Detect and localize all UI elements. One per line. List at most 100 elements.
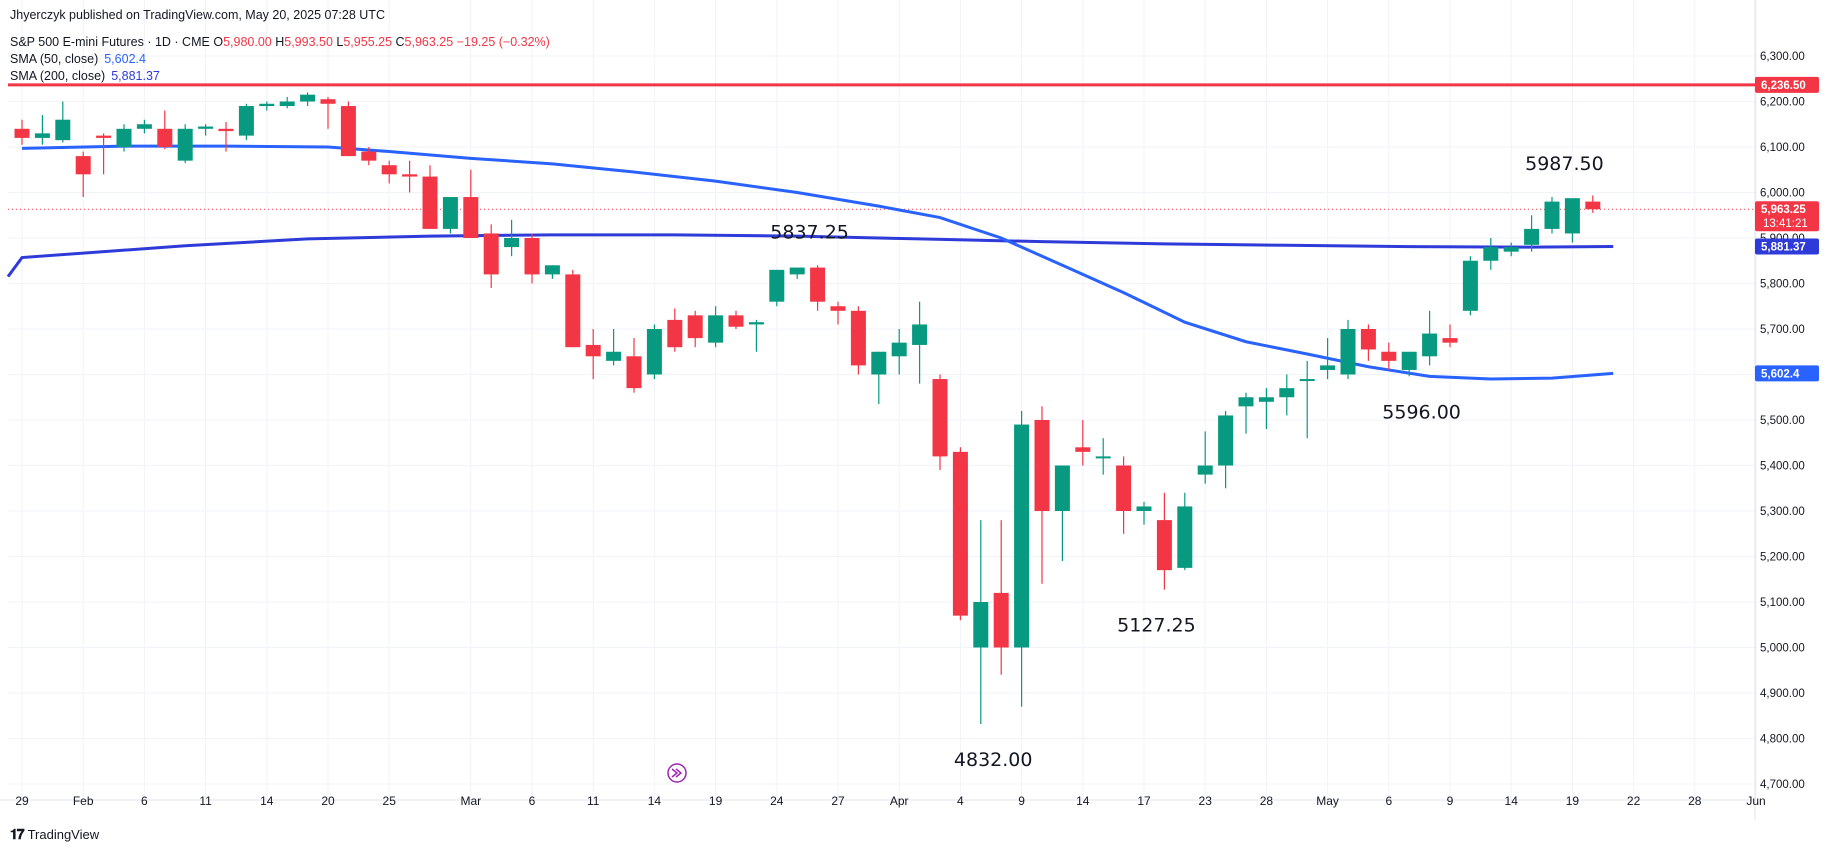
candle xyxy=(198,124,214,136)
price-annotation: 5596.00 xyxy=(1382,401,1461,423)
candle-body xyxy=(402,174,418,177)
ohlc-open-label: O xyxy=(213,35,224,49)
candle-body xyxy=(55,119,71,141)
sma200-line xyxy=(6,233,1614,278)
candle-body xyxy=(1462,260,1478,311)
x-tick-label: 6 xyxy=(529,794,536,808)
candle xyxy=(1034,406,1050,584)
candle xyxy=(320,96,336,129)
x-tick-label: 19 xyxy=(709,794,723,808)
candle-body xyxy=(1585,201,1601,210)
candle xyxy=(1340,319,1356,380)
candle-body xyxy=(218,128,234,132)
candle-body xyxy=(1320,365,1336,370)
candle xyxy=(1503,242,1519,257)
sma200-legend[interactable]: SMA (200, close) 5,881.37 xyxy=(10,69,160,83)
candle-body xyxy=(973,602,989,648)
candle xyxy=(891,329,907,375)
candle-body xyxy=(34,133,50,138)
candle-body xyxy=(279,101,295,107)
sma50-badge: 5,602.4 xyxy=(1755,365,1819,382)
candle-body xyxy=(1238,397,1254,407)
candle xyxy=(1381,342,1397,370)
sma200-badge-text: 5,881.37 xyxy=(1761,241,1806,253)
candle xyxy=(912,301,928,384)
candle xyxy=(75,151,91,198)
candle-body xyxy=(300,94,316,102)
candle xyxy=(973,520,989,724)
candle-body xyxy=(687,315,703,339)
tradingview-logo[interactable]: 𝟏𝟕 TradingView xyxy=(10,826,99,843)
x-tick-label: 17 xyxy=(1137,794,1151,808)
candle xyxy=(585,329,601,380)
candle xyxy=(1156,492,1172,590)
x-tick-label: 27 xyxy=(831,794,845,808)
candle-body xyxy=(75,156,91,175)
candle-body xyxy=(136,124,152,129)
candle xyxy=(1238,392,1254,434)
candle-body xyxy=(830,306,846,311)
candle xyxy=(1299,360,1315,439)
candle-body xyxy=(1116,465,1132,511)
candle xyxy=(157,110,173,150)
candle xyxy=(1075,420,1091,466)
candle-body xyxy=(993,592,1009,648)
candle-body xyxy=(1136,506,1152,511)
candle xyxy=(687,310,703,348)
candle xyxy=(442,197,458,234)
sma50-label: SMA (50, close) xyxy=(10,52,99,66)
resistance-badge-bg xyxy=(1755,76,1819,93)
candle xyxy=(1564,198,1580,243)
resistance-badge: 6,236.50 xyxy=(1755,76,1819,93)
candle xyxy=(1585,195,1601,213)
candle-body xyxy=(748,322,764,325)
x-tick-label: 25 xyxy=(383,794,397,808)
candle-body xyxy=(1524,228,1540,245)
ohlc-change: −19.25 (−0.32%) xyxy=(456,35,550,49)
candle xyxy=(1422,310,1438,366)
candle-body xyxy=(1544,201,1560,229)
candle xyxy=(238,103,254,141)
price-annotation: 4832.00 xyxy=(954,749,1033,771)
candle-body xyxy=(769,269,785,302)
candle xyxy=(34,115,50,145)
candle-body xyxy=(565,274,581,348)
candle-body xyxy=(544,265,560,275)
last-price-badge: 5,963.25 13:41:21 xyxy=(1755,201,1819,232)
candle xyxy=(1116,456,1132,534)
candle-body xyxy=(667,319,683,348)
candle xyxy=(748,319,764,352)
candle xyxy=(1442,324,1458,348)
ohlc-low-label: L xyxy=(336,35,344,49)
candle xyxy=(483,224,499,289)
candles xyxy=(14,92,1601,724)
candle-body xyxy=(646,329,662,375)
sma50-legend[interactable]: SMA (50, close) 5,602.4 xyxy=(10,52,146,66)
candle-body xyxy=(1054,465,1070,511)
price-annotation: 5127.25 xyxy=(1117,615,1196,637)
candle xyxy=(606,329,622,366)
last-price-text: 5,963.25 xyxy=(1761,204,1806,216)
x-tick-label: 23 xyxy=(1199,794,1213,808)
candle-body xyxy=(912,324,928,345)
publisher-line: Jhyerczyk published on TradingView.com, … xyxy=(10,8,385,22)
candle xyxy=(1197,431,1213,484)
candle xyxy=(402,160,418,193)
y-tick-label: 5,000.00 xyxy=(1760,643,1805,655)
candle-body xyxy=(789,267,805,275)
ohlc-close: 5,963.25 xyxy=(404,35,454,49)
candle-body xyxy=(483,233,499,275)
y-tick-label: 6,300.00 xyxy=(1760,51,1805,63)
candle-body xyxy=(1340,329,1356,375)
candle xyxy=(1524,215,1540,252)
y-tick-label: 6,000.00 xyxy=(1760,188,1805,200)
candle xyxy=(1279,374,1295,416)
candle xyxy=(116,124,132,152)
candle xyxy=(1095,438,1111,475)
candle xyxy=(504,219,520,257)
candle xyxy=(422,165,438,229)
goto-realtime-icon[interactable] xyxy=(667,763,687,783)
candle-body xyxy=(1156,520,1172,571)
candle-body xyxy=(606,351,622,361)
